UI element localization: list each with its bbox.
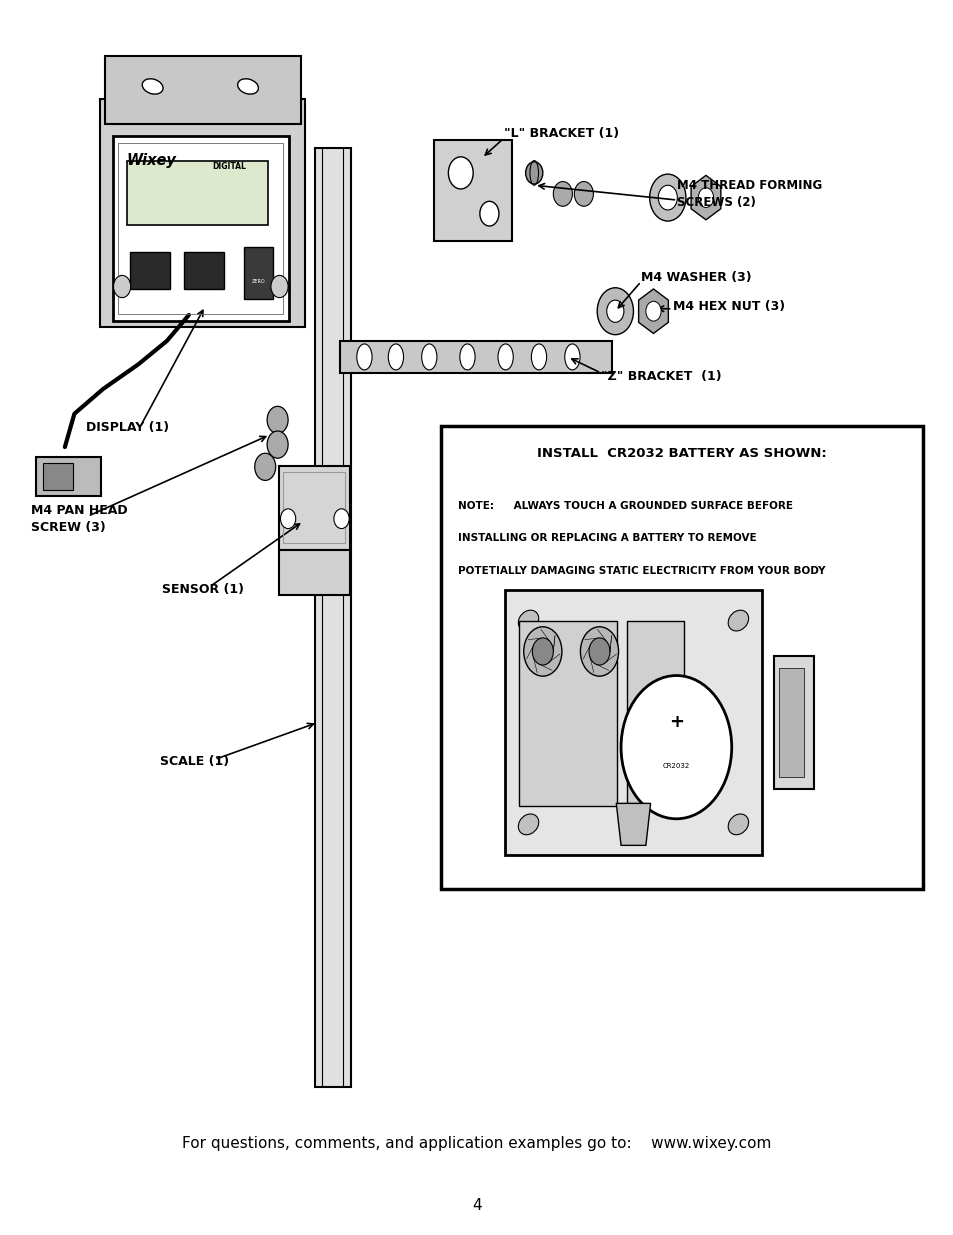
Circle shape [579,626,618,676]
Ellipse shape [388,345,403,370]
Circle shape [267,431,288,458]
Polygon shape [616,803,650,845]
Circle shape [532,637,553,664]
Text: SENSOR (1): SENSOR (1) [162,583,244,595]
Bar [283,472,345,543]
Ellipse shape [517,814,538,835]
Text: M4 PAN HEAD
SCREW (3): M4 PAN HEAD SCREW (3) [30,504,127,534]
Text: INSTALL  CR2032 BATTERY AS SHOWN:: INSTALL CR2032 BATTERY AS SHOWN: [537,447,825,459]
Ellipse shape [237,79,258,94]
Circle shape [645,301,660,321]
Text: INSTALLING OR REPLACING A BATTERY TO REMOVE: INSTALLING OR REPLACING A BATTERY TO REM… [457,534,756,543]
Bar [626,620,683,805]
Bar [127,161,268,225]
Bar [278,466,350,550]
Circle shape [113,275,131,298]
Text: M4 HEX NUT (3): M4 HEX NUT (3) [672,300,784,312]
Text: NOTE:: NOTE: [457,501,494,511]
Polygon shape [690,175,720,220]
Polygon shape [638,289,668,333]
Bar [773,656,813,789]
Ellipse shape [421,345,436,370]
Text: ALWAYS TOUCH A GROUNDED SURFACE BEFORE: ALWAYS TOUCH A GROUNDED SURFACE BEFORE [510,501,793,511]
Text: POTETIALLY DAMAGING STATIC ELECTRICITY FROM YOUR BODY: POTETIALLY DAMAGING STATIC ELECTRICITY F… [457,566,824,576]
Text: M4 WASHER (3): M4 WASHER (3) [640,272,751,284]
Text: SCALE (1): SCALE (1) [160,756,229,768]
Circle shape [525,162,542,184]
Bar [105,56,300,124]
Bar [504,589,761,855]
Ellipse shape [727,610,748,631]
Text: ZERO: ZERO [252,279,265,284]
Ellipse shape [497,345,513,370]
Circle shape [271,275,288,298]
Circle shape [658,185,677,210]
Circle shape [479,201,498,226]
Text: DISPLAY (1): DISPLAY (1) [86,421,169,433]
Circle shape [448,157,473,189]
Bar [244,247,273,299]
Circle shape [574,182,593,206]
Bar [100,99,305,327]
Circle shape [553,182,572,206]
Bar [130,252,170,289]
Circle shape [620,676,731,819]
Text: "Z" BRACKET  (1): "Z" BRACKET (1) [600,370,720,383]
Circle shape [606,300,623,322]
Circle shape [588,637,609,664]
Circle shape [267,406,288,433]
Bar [184,252,224,289]
Bar [36,457,101,496]
Circle shape [280,509,295,529]
Bar [434,140,512,241]
Text: +: + [668,714,683,731]
Ellipse shape [356,345,372,370]
Ellipse shape [531,345,546,370]
Bar [440,426,922,889]
Circle shape [597,288,633,335]
Ellipse shape [142,79,163,94]
Ellipse shape [727,814,748,835]
Bar [112,136,289,321]
Ellipse shape [459,345,475,370]
Bar [43,463,73,490]
Bar [779,668,803,777]
Bar [278,550,350,595]
Circle shape [649,174,685,221]
Bar [118,143,283,314]
Text: DIGITAL: DIGITAL [212,162,246,172]
Text: Wixey: Wixey [127,153,176,168]
Bar [314,148,351,1087]
Circle shape [698,188,713,207]
Circle shape [523,626,561,676]
Bar [339,341,611,373]
Circle shape [254,453,275,480]
Text: M4 THREAD FORMING
SCREWS (2): M4 THREAD FORMING SCREWS (2) [677,179,821,209]
Ellipse shape [517,610,538,631]
Text: "L" BRACKET (1): "L" BRACKET (1) [503,127,618,140]
Text: For questions, comments, and application examples go to:    www.wixey.com: For questions, comments, and application… [182,1136,771,1151]
Circle shape [334,509,349,529]
Bar [518,620,617,805]
Text: 4: 4 [472,1198,481,1213]
Text: CR2032: CR2032 [662,763,689,768]
Ellipse shape [564,345,579,370]
